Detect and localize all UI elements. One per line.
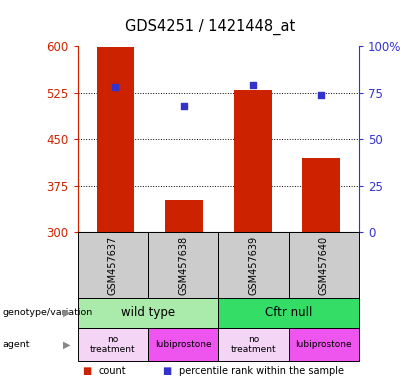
- Text: Cftr null: Cftr null: [265, 306, 312, 319]
- Text: agent: agent: [2, 340, 29, 349]
- Text: GSM457640: GSM457640: [319, 235, 329, 295]
- Text: lubiprostone: lubiprostone: [155, 340, 212, 349]
- Point: [318, 91, 325, 98]
- Text: GSM457639: GSM457639: [249, 235, 259, 295]
- Point: [249, 82, 256, 88]
- Text: ▶: ▶: [63, 339, 71, 350]
- Point: [181, 103, 187, 109]
- Text: genotype/variation: genotype/variation: [2, 308, 92, 318]
- Text: GSM457638: GSM457638: [178, 235, 188, 295]
- Text: ■: ■: [82, 366, 91, 376]
- Point: [112, 84, 119, 90]
- Text: ■: ■: [162, 366, 171, 376]
- Text: GDS4251 / 1421448_at: GDS4251 / 1421448_at: [125, 19, 295, 35]
- Text: lubiprostone: lubiprostone: [296, 340, 352, 349]
- Text: GSM457637: GSM457637: [108, 235, 118, 295]
- Text: ▶: ▶: [63, 308, 71, 318]
- Text: count: count: [99, 366, 126, 376]
- Text: wild type: wild type: [121, 306, 175, 319]
- Bar: [302, 158, 340, 232]
- Text: no
treatment: no treatment: [231, 335, 276, 354]
- Text: no
treatment: no treatment: [90, 335, 136, 354]
- Text: percentile rank within the sample: percentile rank within the sample: [178, 366, 344, 376]
- Bar: [234, 89, 272, 232]
- Bar: [165, 200, 203, 232]
- Bar: [97, 47, 134, 232]
